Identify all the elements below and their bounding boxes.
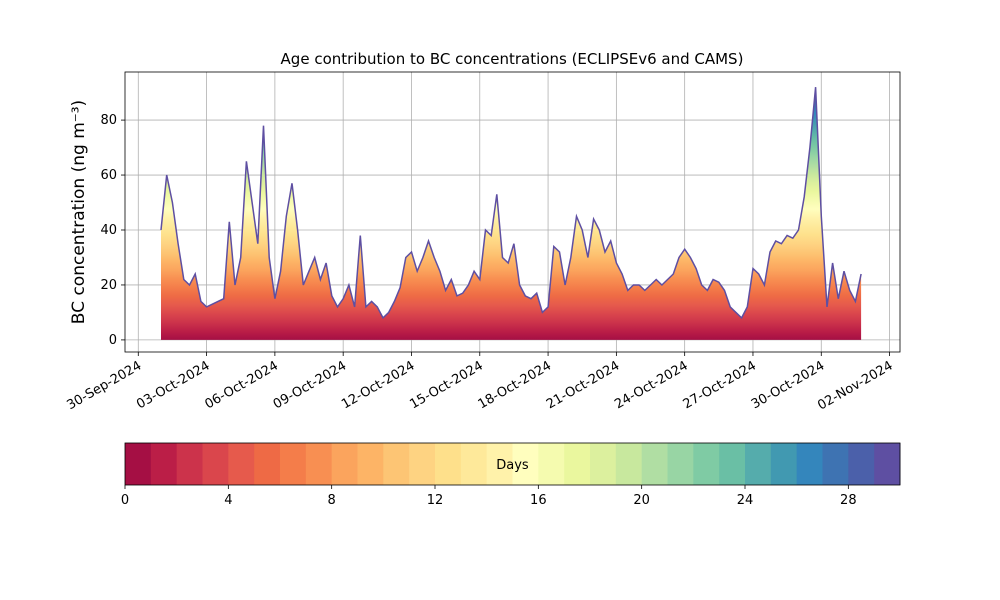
- colorbar-segment: [435, 443, 462, 485]
- colorbar-segment: [615, 443, 643, 485]
- colorbar-segment: [357, 443, 384, 485]
- x-tick-label: 21-Oct-2024: [544, 358, 622, 412]
- colorbar-segment: [719, 443, 746, 485]
- colorbar-segment: [848, 443, 875, 485]
- y-tick-label: 80: [100, 113, 117, 128]
- colorbar-segment: [228, 443, 255, 485]
- chart-title: Age contribution to BC concentrations (E…: [281, 50, 744, 68]
- colorbar-segment: [693, 443, 720, 485]
- plot-frame: [124, 71, 901, 353]
- colorbar-segment: [460, 443, 488, 485]
- colorbar-segment: [512, 443, 539, 485]
- colorbar-tick-label: 24: [737, 493, 754, 508]
- y-tick-label: 0: [109, 333, 117, 348]
- colorbar-label: Days: [496, 458, 529, 473]
- colorbar-segment: [590, 443, 617, 485]
- x-tick-label: 24-Oct-2024: [612, 358, 690, 412]
- colorbar-tick-label: 20: [633, 493, 650, 508]
- colorbar-segment: [538, 443, 565, 485]
- colorbar-tick-label: 16: [530, 493, 547, 508]
- colorbar-segment: [305, 443, 333, 485]
- y-tick-label: 20: [100, 278, 117, 293]
- colorbar-tick-label: 8: [328, 493, 336, 508]
- colorbar-segment: [202, 443, 229, 485]
- colorbar-tick-label: 0: [121, 493, 129, 508]
- colorbar-segment: [176, 443, 203, 485]
- colorbar-segment: [254, 443, 281, 485]
- colorbar-segment: [486, 443, 513, 485]
- colorbar-tick-label: 12: [427, 493, 444, 508]
- colorbar-segment: [745, 443, 772, 485]
- x-tick-label: 12-Oct-2024: [339, 358, 417, 412]
- colorbar-segment: [125, 443, 152, 485]
- x-tick-label: 03-Oct-2024: [134, 358, 212, 412]
- x-tick-label: 15-Oct-2024: [407, 358, 485, 412]
- colorbar-tick-label: 28: [840, 493, 857, 508]
- colorbar-segment: [383, 443, 410, 485]
- colorbar-segment: [770, 443, 798, 485]
- x-tick-label: 02-Nov-2024: [815, 358, 895, 413]
- colorbar-segment: [150, 443, 178, 485]
- x-tick-label: 09-Oct-2024: [271, 358, 349, 412]
- colorbar-segment: [564, 443, 591, 485]
- line: [160, 87, 862, 320]
- colorbar-segment: [409, 443, 436, 485]
- colorbar-segment: [796, 443, 823, 485]
- y-tick-label: 60: [100, 168, 117, 183]
- x-tick-label: 18-Oct-2024: [476, 358, 554, 412]
- colorbar-segment: [822, 443, 849, 485]
- colorbar-segment: [280, 443, 307, 485]
- x-tick-label: 30-Oct-2024: [749, 358, 827, 412]
- colorbar-segment: [331, 443, 358, 485]
- colorbar-frame: [124, 442, 901, 486]
- y-axis-label: BC concentration (ng m⁻³): [69, 100, 89, 324]
- colorbar-segment: [874, 443, 901, 485]
- x-tick-label: 06-Oct-2024: [202, 358, 280, 412]
- x-tick-label: 30-Sep-2024: [64, 358, 144, 413]
- colorbar-segment: [667, 443, 694, 485]
- colorbar-segment: [641, 443, 668, 485]
- area: [161, 87, 862, 340]
- y-tick-label: 40: [100, 223, 117, 238]
- colorbar-tick-label: 4: [224, 493, 232, 508]
- x-tick-label: 27-Oct-2024: [681, 358, 759, 412]
